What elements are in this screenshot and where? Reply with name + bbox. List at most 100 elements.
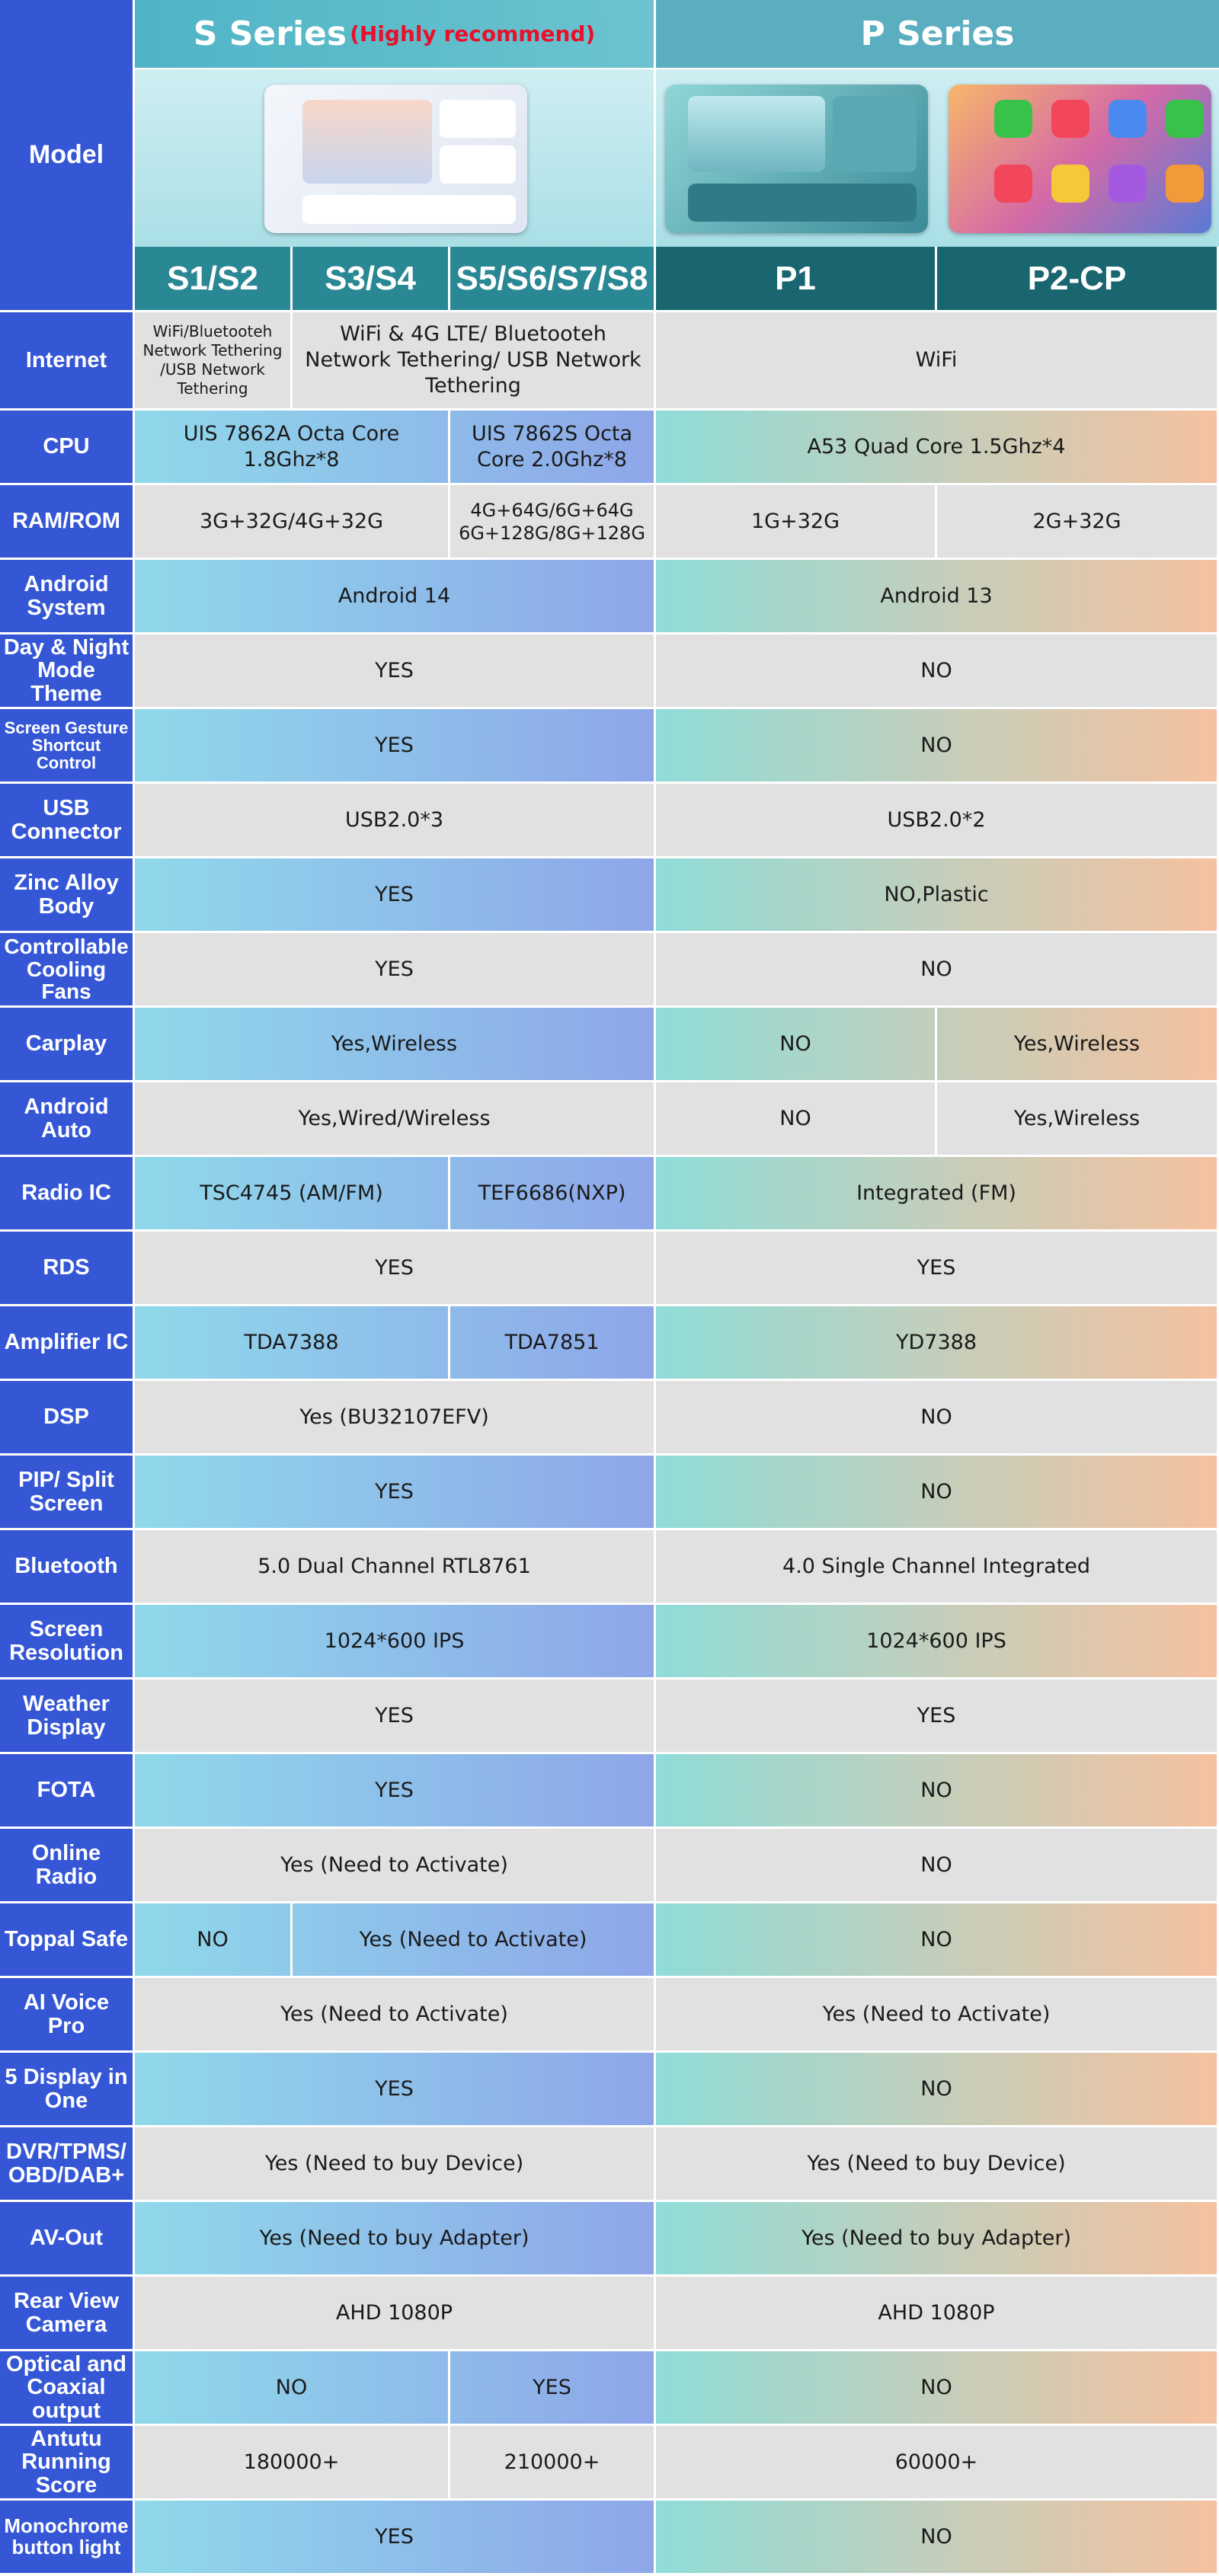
p-cell: NO	[656, 1008, 937, 1082]
p-series-header: P Series	[656, 0, 1219, 69]
s-cell: Yes,Wireless	[135, 1008, 656, 1082]
s-cell: 1024*600 IPS	[135, 1605, 656, 1680]
s-series-title: S Series	[193, 14, 347, 53]
s-image-area	[135, 69, 656, 247]
app-icon	[994, 165, 1032, 203]
app-icon	[1051, 100, 1089, 138]
s-series-note: (Highly recommend)	[350, 21, 596, 46]
row-label: AI Voice Pro	[0, 1978, 135, 2053]
s-group-bg	[135, 2127, 656, 2202]
p-group-bg	[656, 1082, 1219, 1157]
s-cell: NO	[135, 2351, 450, 2426]
s-group-bg	[135, 709, 656, 784]
p-cell: NO	[656, 2053, 1219, 2127]
s-group-bg	[135, 2501, 656, 2575]
app-icon	[1109, 100, 1147, 138]
s-cell: TSC4745 (AM/FM)	[135, 1157, 450, 1232]
p-cell: Yes (Need to Activate)	[656, 1978, 1219, 2053]
row-label: Controllable Cooling Fans	[0, 933, 135, 1008]
model-name: P1	[656, 247, 937, 312]
p-cell: Integrated (FM)	[656, 1157, 1219, 1232]
row-label: AV-Out	[0, 2202, 135, 2277]
p-group-bg	[656, 1680, 1219, 1754]
p-cell: WiFi	[656, 312, 1219, 411]
s-group-bg	[135, 1381, 656, 1456]
s-group-bg	[135, 933, 656, 1008]
p-group-bg	[656, 2127, 1219, 2202]
p-group-bg	[656, 709, 1219, 784]
p-cell: 1024*600 IPS	[656, 1605, 1219, 1680]
row-label: Day & Night Mode Theme	[0, 634, 135, 709]
s-group-bg	[135, 485, 656, 560]
p-cell: NO	[656, 1829, 1219, 1903]
s-cell: UIS 7862S Octa Core 2.0Ghz*8	[450, 411, 656, 485]
p-cell: NO,Plastic	[656, 858, 1219, 933]
screen-widget	[440, 145, 516, 184]
s-cell: 5.0 Dual Channel RTL8761	[135, 1530, 656, 1605]
p-cell: YES	[656, 1680, 1219, 1754]
s-cell: YES	[135, 709, 656, 784]
row-label: Weather Display	[0, 1680, 135, 1754]
s-group-bg	[135, 1082, 656, 1157]
app-icon	[1166, 165, 1204, 203]
p-group-bg	[656, 1381, 1219, 1456]
screen-dock	[688, 184, 917, 222]
p-group-bg	[656, 1157, 1219, 1232]
p-group-bg	[656, 411, 1219, 485]
s-group-bg	[135, 1978, 656, 2053]
screen-widget	[440, 100, 516, 138]
p-cell: Yes (Need to buy Device)	[656, 2127, 1219, 2202]
p-cell: 2G+32G	[937, 485, 1219, 560]
p-group-bg	[656, 858, 1219, 933]
s-cell: Yes (Need to buy Device)	[135, 2127, 656, 2202]
screen-widget	[833, 96, 917, 172]
s-cell: TDA7851	[450, 1306, 656, 1381]
s-cell: NO	[135, 1903, 293, 1978]
p-group-bg	[656, 312, 1219, 411]
p2-screenshot	[949, 85, 1211, 233]
p-cell: YD7388	[656, 1306, 1219, 1381]
s-group-bg	[135, 1680, 656, 1754]
app-icon	[1166, 100, 1204, 138]
row-label: DVR/TPMS/ OBD/DAB+	[0, 2127, 135, 2202]
s-cell: YES	[135, 933, 656, 1008]
s-group-bg	[135, 858, 656, 933]
row-label: CPU	[0, 411, 135, 485]
p-group-bg	[656, 1978, 1219, 2053]
p-cell: NO	[656, 933, 1219, 1008]
p-cell: 4.0 Single Channel Integrated	[656, 1530, 1219, 1605]
p-image-area	[656, 69, 1219, 247]
p-cell: Android 13	[656, 560, 1219, 634]
p-group-bg	[656, 1456, 1219, 1530]
row-label: Android System	[0, 560, 135, 634]
row-label: Monochrome button light	[0, 2501, 135, 2575]
s-series-header: S Series (Highly recommend)	[135, 0, 656, 69]
p-group-bg	[656, 1306, 1219, 1381]
s-cell: YES	[135, 1680, 656, 1754]
row-label: Zinc Alloy Body	[0, 858, 135, 933]
s-group-bg	[135, 1008, 656, 1082]
p-group-bg	[656, 933, 1219, 1008]
s-group-bg	[135, 312, 656, 411]
s-group-bg	[135, 1232, 656, 1306]
row-label: Rear View Camera	[0, 2277, 135, 2351]
s-group-bg	[135, 560, 656, 634]
s-cell: YES	[450, 2351, 656, 2426]
p-group-bg	[656, 1008, 1219, 1082]
row-label: Antutu Running Score	[0, 2426, 135, 2501]
app-icon	[994, 100, 1032, 138]
row-label: Optical and Coaxial output	[0, 2351, 135, 2426]
row-label: Online Radio	[0, 1829, 135, 1903]
p-cell: A53 Quad Core 1.5Ghz*4	[656, 411, 1219, 485]
p-group-bg	[656, 560, 1219, 634]
s-group-bg	[135, 2351, 656, 2426]
app-icon	[1109, 165, 1147, 203]
model-name: P2-CP	[937, 247, 1219, 312]
p-group-bg	[656, 2202, 1219, 2277]
s-group-bg	[135, 1456, 656, 1530]
s-cell: Yes (Need to Activate)	[293, 1903, 656, 1978]
model-name: S5/S6/S7/S8	[450, 247, 656, 312]
s-group-bg	[135, 1306, 656, 1381]
row-label: Internet	[0, 312, 135, 411]
model-label: Model	[0, 0, 135, 312]
